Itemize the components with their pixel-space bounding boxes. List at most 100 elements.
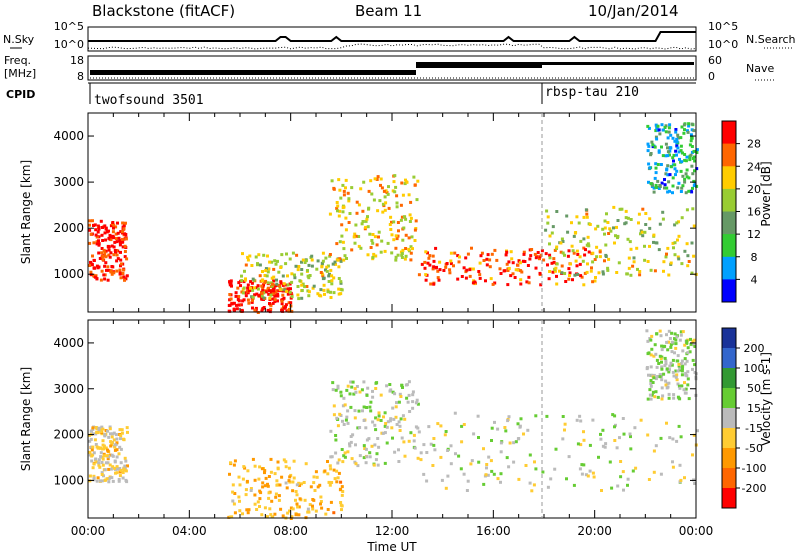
data-cell-3 (408, 213, 412, 217)
data-cell-2 (409, 431, 413, 435)
data-cell-2 (330, 274, 334, 278)
data-cell-3 (409, 251, 413, 255)
data-cell-1 (241, 299, 245, 303)
cpid-program-1: rbsp-tau 210 (545, 85, 639, 100)
data-cell-4 (424, 250, 428, 254)
data-cell-4 (555, 282, 559, 286)
data-cell-3 (380, 239, 384, 243)
data-cell-1 (269, 513, 273, 517)
data-cell-1 (297, 513, 301, 517)
data-cell-4 (686, 383, 690, 387)
data-cell-3 (692, 478, 696, 482)
data-cell-3 (394, 255, 398, 259)
data-cell-3 (476, 414, 480, 418)
data-cell-3 (496, 427, 500, 431)
data-cell-4 (533, 252, 537, 256)
data-cell-2 (368, 455, 372, 459)
data-cell-3 (496, 477, 500, 481)
data-cell-4 (485, 257, 489, 261)
data-cell-3 (376, 175, 380, 179)
data-cell-0 (119, 250, 122, 254)
data-cell-3 (395, 201, 399, 205)
data-cell-0 (115, 465, 119, 469)
data-cell-6 (664, 172, 668, 176)
data-cell-5 (548, 256, 552, 260)
data-cell-4 (544, 252, 548, 256)
data-cell-1 (329, 467, 333, 471)
ytick-label: 4000 (53, 129, 84, 143)
data-cell-1 (254, 306, 258, 310)
data-cell-3 (545, 414, 549, 418)
data-cell-0 (123, 244, 127, 248)
data-cell-4 (582, 283, 586, 287)
data-cell-5 (662, 260, 666, 264)
data-cell-3 (457, 454, 461, 458)
data-cell-3 (373, 235, 377, 239)
data-cell-5 (544, 228, 548, 232)
data-cell-2 (328, 272, 331, 276)
data-cell-6 (661, 128, 665, 132)
data-cell-1 (332, 468, 336, 472)
data-cell-2 (360, 388, 364, 392)
data-cell-1 (244, 294, 248, 298)
data-cell-2 (266, 270, 270, 274)
ytick-label: 1000 (53, 473, 84, 487)
data-cell-5 (571, 249, 575, 253)
data-cell-2 (336, 424, 340, 428)
data-cell-2 (391, 436, 394, 440)
data-cell-4 (589, 269, 593, 273)
data-cell-0 (118, 474, 122, 478)
data-cell-4 (559, 250, 563, 254)
data-cell-5 (641, 207, 645, 211)
data-cell-1 (267, 491, 271, 495)
data-cell-3 (436, 422, 440, 426)
data-cell-2 (328, 254, 332, 258)
data-cell-2 (356, 464, 360, 468)
data-cell-1 (340, 485, 344, 489)
data-cell-1 (291, 489, 295, 493)
data-cell-6 (646, 124, 650, 128)
data-cell-4 (470, 246, 473, 250)
data-cell-0 (119, 447, 123, 451)
data-cell-2 (310, 258, 314, 262)
data-cell-0 (95, 277, 99, 281)
data-cell-2 (414, 425, 418, 429)
data-cell-1 (228, 309, 232, 313)
data-cell-0 (122, 275, 126, 279)
colorbar-swatch (722, 348, 736, 369)
data-cell-1 (304, 462, 308, 466)
data-cell-5 (560, 264, 564, 268)
data-cell-3 (344, 228, 348, 232)
data-cell-5 (626, 237, 630, 241)
data-cell-4 (672, 374, 676, 378)
data-cell-4 (646, 339, 650, 343)
data-cell-0 (122, 438, 126, 442)
data-cell-1 (287, 287, 291, 291)
data-cell-1 (281, 289, 285, 293)
data-cell-1 (276, 294, 280, 298)
data-cell-5 (625, 272, 629, 276)
data-cell-4 (692, 338, 696, 342)
data-cell-4 (567, 267, 571, 271)
data-cell-4 (491, 282, 495, 286)
data-cell-4 (667, 396, 671, 400)
data-cell-4 (666, 348, 670, 352)
data-cell-3 (516, 422, 520, 426)
data-cell-5 (612, 226, 615, 230)
data-cell-3 (528, 481, 532, 485)
data-cell-2 (397, 460, 401, 463)
data-cell-1 (269, 470, 273, 474)
data-cell-4 (477, 270, 481, 273)
data-cell-1 (274, 284, 277, 288)
data-cell-2 (348, 444, 352, 448)
data-cell-1 (282, 296, 286, 300)
data-cell-4 (673, 332, 677, 336)
data-cell-0 (124, 478, 128, 482)
data-cell-6 (665, 167, 669, 171)
data-cell-5 (643, 244, 646, 248)
data-cell-2 (262, 296, 266, 300)
data-cell-5 (618, 207, 622, 211)
data-cell-2 (340, 288, 344, 292)
data-cell-3 (345, 257, 348, 260)
data-cell-2 (301, 258, 305, 262)
